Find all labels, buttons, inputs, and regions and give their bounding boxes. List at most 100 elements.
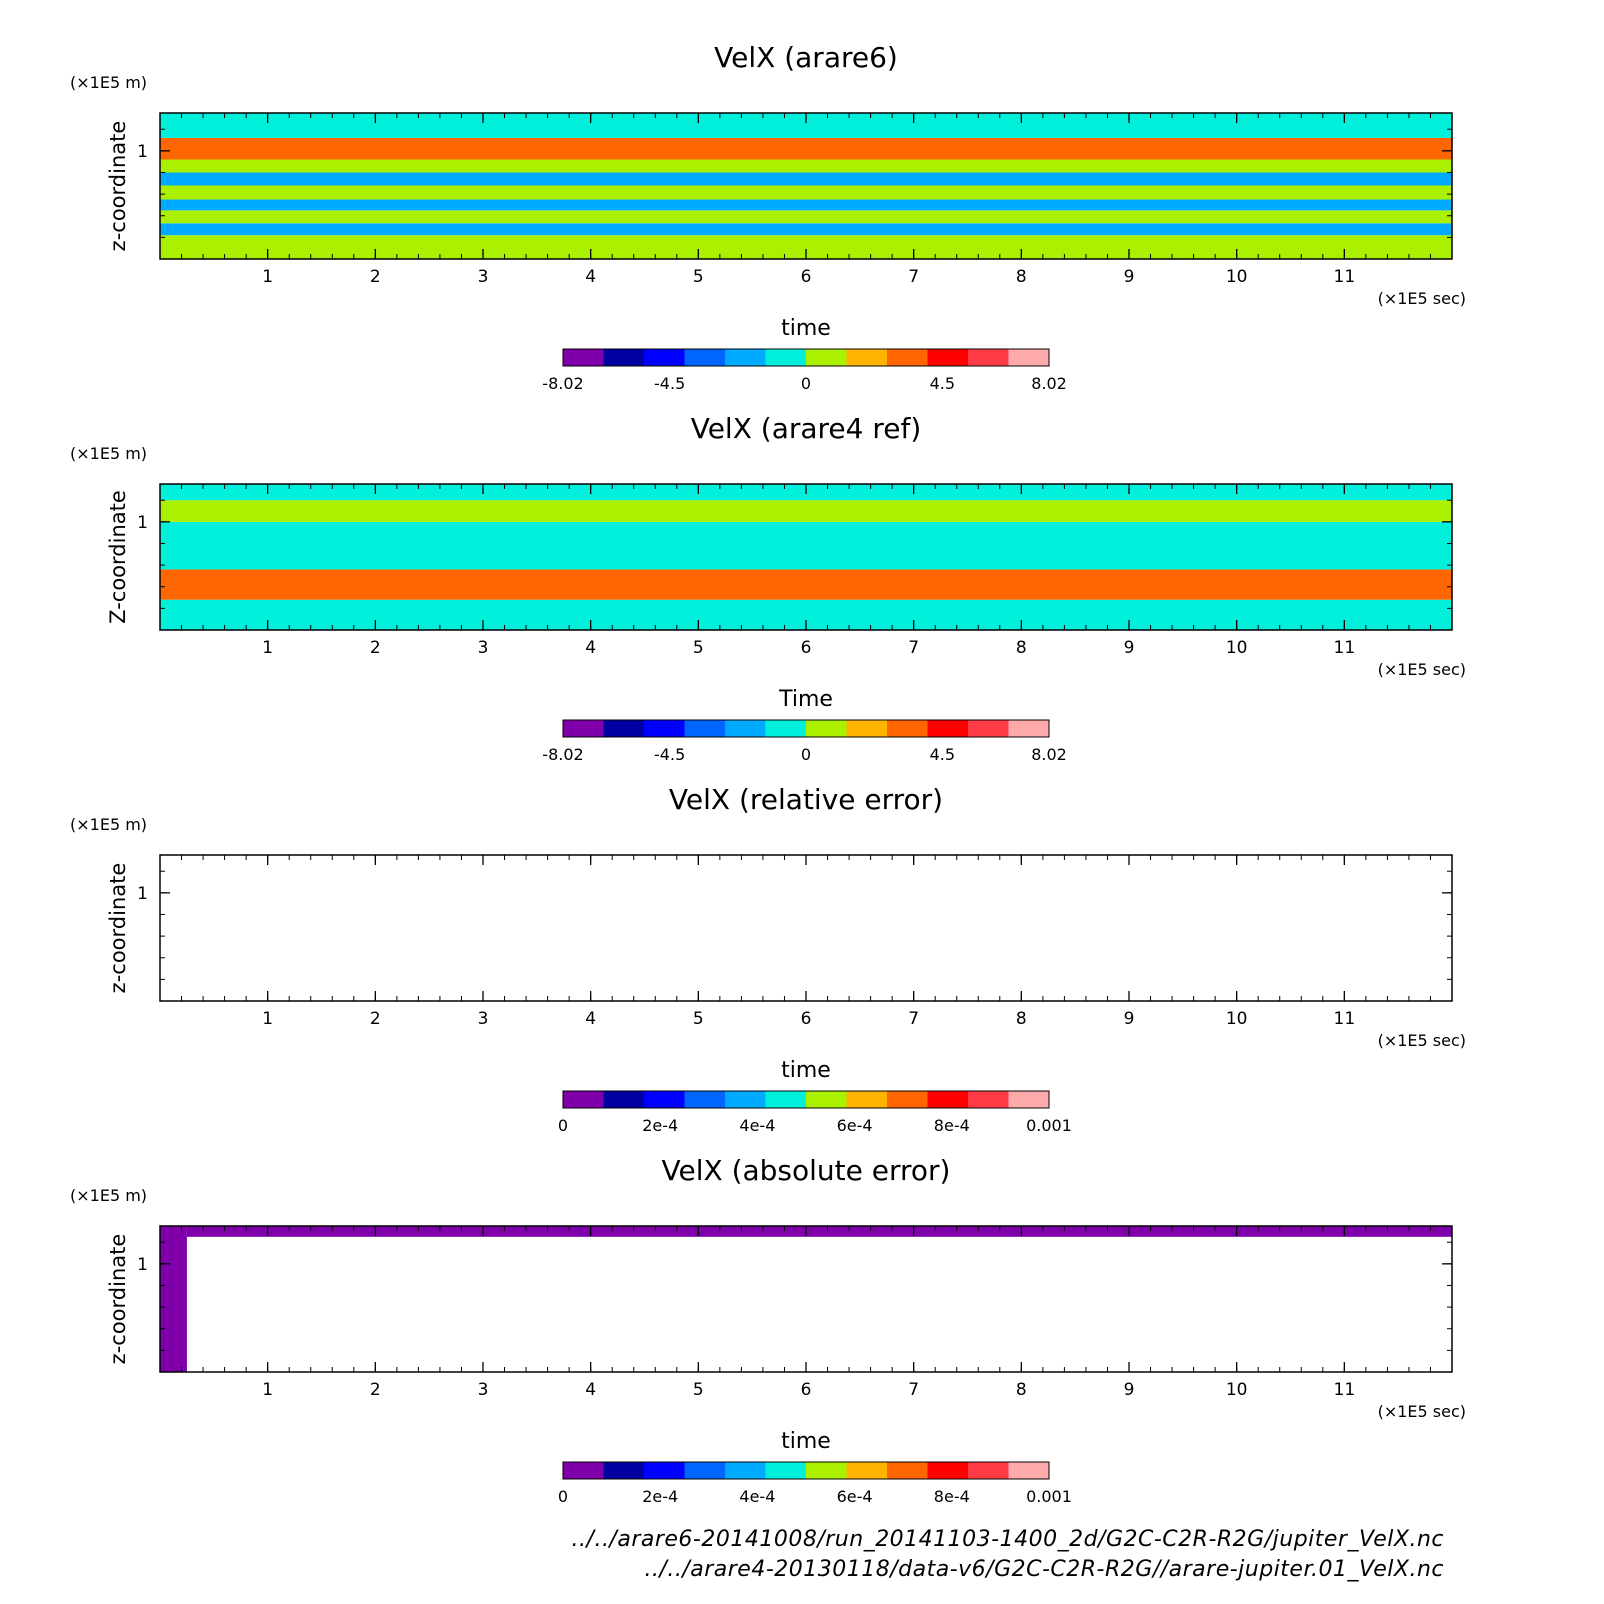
x-tick-label: 2 [370, 267, 381, 287]
x-tick-label: 1 [262, 638, 273, 658]
footnote-source-2: ../../arare4-20130118/data-v6/G2C-C2R-R2… [644, 1557, 1444, 1582]
x-tick-label: 4 [585, 638, 596, 658]
y-axis-label: z-coordinate [106, 863, 130, 994]
colorbar-tick-label: 8.02 [1031, 745, 1067, 764]
y-unit-label: (×1E5 m) [70, 444, 147, 463]
heatmap-band [160, 185, 1452, 200]
x-unit-label: (×1E5 sec) [1378, 1031, 1466, 1050]
colorbar-swatch [806, 1091, 847, 1108]
colorbar-swatch [968, 1462, 1009, 1479]
x-tick-label: 5 [693, 267, 704, 287]
colorbar-tick-label: 4.5 [930, 374, 955, 393]
colorbar-swatch [846, 349, 888, 366]
x-axis-label: time [781, 316, 831, 341]
x-tick-label: 11 [1334, 1380, 1356, 1400]
colorbar-swatch [846, 720, 888, 737]
x-tick-label: 5 [693, 1380, 704, 1400]
heatmap-band [160, 569, 1452, 600]
x-tick-label: 7 [908, 267, 919, 287]
colorbar-swatch [563, 720, 604, 737]
x-tick-label: 3 [478, 638, 489, 658]
colorbar-swatch [765, 720, 807, 737]
colorbar-tick-label: -8.02 [542, 374, 583, 393]
colorbar-tick-label: 8e-4 [934, 1487, 970, 1506]
y-axis-label: z-coordinate [106, 1234, 130, 1365]
colorbar-swatch [846, 1462, 888, 1479]
colorbar-tick-label: 2e-4 [642, 1487, 678, 1506]
y-axis-label: Z-coordinate [106, 490, 130, 624]
colorbar-tick-label: 4e-4 [739, 1487, 775, 1506]
colorbar-tick-label: 0 [558, 1116, 568, 1135]
colorbar-tick-label: 0.001 [1026, 1116, 1072, 1135]
colorbar-frame [562, 719, 1050, 738]
colorbar-swatch [563, 1462, 604, 1479]
x-tick-label: 10 [1226, 1009, 1248, 1029]
x-tick-label: 3 [478, 267, 489, 287]
colorbar-frame [562, 1090, 1050, 1109]
colorbar-tick-label: -4.5 [654, 374, 685, 393]
chart-title: VelX (absolute error) [662, 1154, 951, 1187]
x-tick-label: 4 [585, 267, 596, 287]
colorbar-frame [562, 1461, 1050, 1480]
colorbar-swatch [644, 349, 685, 366]
x-tick-label: 8 [1016, 1380, 1027, 1400]
x-tick-label: 6 [801, 267, 812, 287]
colorbar-swatch [684, 720, 726, 737]
colorbar-swatch [725, 1091, 766, 1108]
x-tick-label: 1 [262, 1380, 273, 1400]
y-unit-label: (×1E5 m) [70, 1186, 147, 1205]
colorbar-swatch [927, 1462, 969, 1479]
colorbar-swatch [887, 349, 928, 366]
x-tick-label: 9 [1124, 638, 1135, 658]
x-tick-label: 2 [370, 1009, 381, 1029]
heatmap-band [160, 159, 1452, 173]
x-tick-label: 6 [801, 1380, 812, 1400]
x-tick-label: 9 [1124, 267, 1135, 287]
colorbar-tick-label: 0 [801, 374, 811, 393]
plot-frame [159, 1225, 1453, 1373]
colorbar-tick-label: 0 [558, 1487, 568, 1506]
x-tick-label: 7 [908, 1380, 919, 1400]
x-tick-label: 11 [1334, 638, 1356, 658]
colorbar-swatch [725, 720, 766, 737]
colorbar-swatch [1008, 720, 1050, 737]
x-tick-label: 10 [1226, 638, 1248, 658]
x-tick-label: 4 [585, 1009, 596, 1029]
colorbar-swatch [968, 720, 1009, 737]
colorbar-tick-label: 4.5 [930, 745, 955, 764]
x-tick-label: 3 [478, 1380, 489, 1400]
colorbar-swatch [644, 720, 685, 737]
x-tick-label: 1 [262, 1009, 273, 1029]
x-tick-label: 11 [1334, 1009, 1356, 1029]
colorbar-tick-label: -4.5 [654, 745, 685, 764]
colorbar-swatch [603, 1091, 645, 1108]
colorbar-swatch [644, 1091, 685, 1108]
heatmap-band [160, 199, 1452, 211]
colorbar-tick-label: 6e-4 [837, 1487, 873, 1506]
colorbar-swatch [765, 1091, 807, 1108]
x-tick-label: 6 [801, 638, 812, 658]
colorbar-swatch [968, 1091, 1009, 1108]
x-tick-label: 2 [370, 638, 381, 658]
chart-title: VelX (arare4 ref) [691, 412, 922, 445]
colorbar-swatch [603, 1462, 645, 1479]
heatmap-region [160, 1226, 187, 1372]
x-tick-label: 9 [1124, 1009, 1135, 1029]
colorbar-swatch [968, 349, 1009, 366]
colorbar-tick-label: 0.001 [1026, 1487, 1072, 1506]
colorbar-swatch [887, 1462, 928, 1479]
y-tick-label: 1 [137, 142, 148, 162]
y-tick-label: 1 [137, 513, 148, 533]
x-tick-label: 10 [1226, 267, 1248, 287]
colorbar-swatch [765, 349, 807, 366]
colorbar-swatch [684, 349, 726, 366]
x-tick-label: 10 [1226, 1380, 1248, 1400]
x-tick-label: 8 [1016, 638, 1027, 658]
colorbar-swatch [563, 1091, 604, 1108]
x-tick-label: 1 [262, 267, 273, 287]
colorbar-swatch [1008, 349, 1050, 366]
colorbar-tick-label: -8.02 [542, 745, 583, 764]
colorbar-frame [562, 348, 1050, 367]
colorbar-swatch [887, 720, 928, 737]
colorbar-swatch [684, 1462, 726, 1479]
